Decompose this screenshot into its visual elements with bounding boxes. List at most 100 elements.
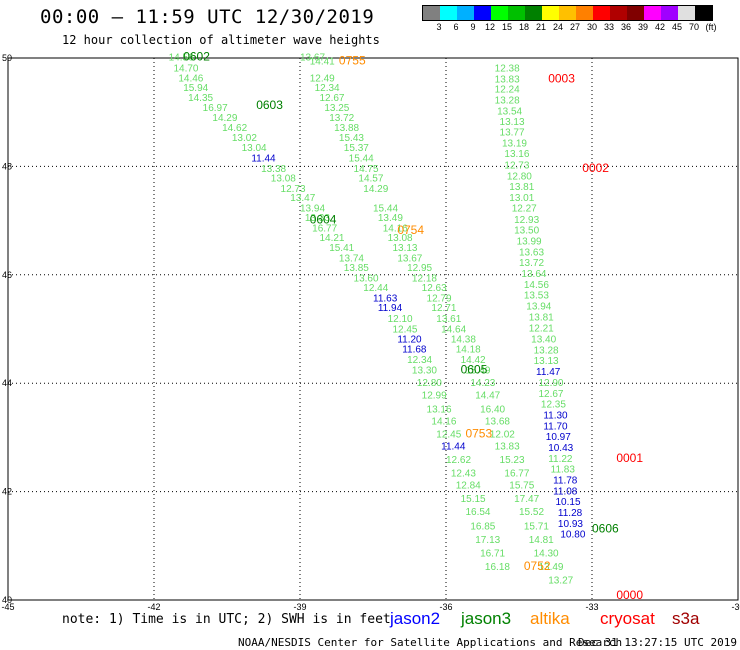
swh-value: 12.84 — [456, 480, 481, 491]
swh-value: 11.63 — [373, 293, 398, 304]
swh-value: 11.30 — [543, 410, 568, 421]
color-swatch — [423, 6, 440, 20]
color-swatch — [593, 6, 610, 20]
swh-value: 15.94 — [183, 83, 208, 94]
swh-value: 12.43 — [451, 468, 476, 479]
swh-value: 10.93 — [558, 519, 583, 530]
swh-value: 16.77 — [504, 468, 529, 479]
swh-value: 11.22 — [548, 454, 573, 465]
swh-value: 12.73 — [504, 161, 529, 172]
pass-time-label: 0605 — [461, 362, 488, 376]
color-swatch — [474, 6, 491, 20]
map-frame — [7, 57, 739, 601]
legend-jason3: jason3 — [461, 609, 512, 628]
swh-value: 12.95 — [407, 263, 432, 274]
swh-value: 13.83 — [495, 74, 520, 85]
swh-value: 12.34 — [315, 83, 340, 94]
swh-value: 15.44 — [373, 203, 398, 214]
swh-value: 16.97 — [203, 103, 228, 114]
swh-value: 14.81 — [529, 535, 554, 546]
swh-value: 13.67 — [397, 253, 422, 264]
swh-value: 13.49 — [538, 562, 563, 573]
swh-value: 14.46 — [178, 73, 203, 84]
swh-value: 11.83 — [551, 465, 576, 476]
swh-value: 12.18 — [412, 273, 437, 284]
swh-value: 14.41 — [310, 57, 335, 68]
swh-value: 12.73 — [281, 184, 306, 195]
swh-value: 12.45 — [436, 429, 461, 440]
swh-value: 13.72 — [519, 258, 544, 269]
swh-value: 12.02 — [490, 429, 515, 440]
legend-cryosat: cryosat — [600, 609, 655, 628]
lat-tick-label: 50 — [2, 53, 12, 63]
swh-value: 13.81 — [529, 312, 554, 323]
lon-tick-label: -33 — [585, 602, 598, 612]
color-swatch — [542, 6, 559, 20]
swh-value: 15.49 — [465, 365, 490, 376]
color-swatch — [525, 6, 542, 20]
color-swatch — [559, 6, 576, 20]
lat-tick-label: 46 — [2, 270, 12, 280]
pass-time-label: 0002 — [582, 161, 609, 175]
lon-tick-label: -30 — [731, 602, 740, 612]
swh-value: 13.28 — [495, 96, 520, 107]
swh-value: 10.43 — [548, 443, 573, 454]
swh-value: 13.33 — [305, 213, 330, 224]
swh-value: 13.49 — [378, 213, 403, 224]
pass-time-label: 0606 — [592, 521, 619, 535]
swh-value: 14.62 — [222, 123, 247, 134]
swh-value: 16.71 — [480, 549, 505, 560]
swh-value: 12.62 — [446, 455, 471, 466]
swh-value: 13.27 — [548, 576, 573, 587]
lon-tick-label: -45 — [1, 602, 14, 612]
color-swatch — [610, 6, 627, 20]
lon-tick-label: -39 — [293, 602, 306, 612]
swh-value: 13.01 — [509, 193, 534, 204]
color-swatch — [678, 6, 695, 20]
swh-value: 12.10 — [388, 314, 413, 325]
swh-value: 14.57 — [358, 174, 383, 185]
legend-altika: altika — [530, 609, 570, 628]
color-scale-label: 70 — [688, 22, 700, 32]
color-swatch — [457, 6, 474, 20]
pass-time-label: 0753 — [465, 426, 492, 440]
swh-value: 13.19 — [502, 138, 527, 149]
swh-value: 13.94 — [300, 203, 325, 214]
swh-value: 13.60 — [354, 273, 379, 284]
swh-value: 14.75 — [354, 164, 379, 175]
color-swatch — [576, 6, 593, 20]
swh-value: 13.53 — [524, 291, 549, 302]
swh-value: 11.44 — [251, 154, 276, 165]
pass-time-label: 0754 — [397, 223, 424, 237]
map-title: 00:00 – 11:59 UTC 12/30/2019 — [40, 6, 375, 28]
swh-value: 12.71 — [431, 303, 456, 314]
color-scale-label: 39 — [637, 22, 649, 32]
swh-value: 15.44 — [349, 154, 374, 165]
swh-value: 15.37 — [344, 143, 369, 154]
pass-time-label: 0604 — [310, 212, 337, 226]
swh-value: 13.40 — [531, 335, 556, 346]
swh-value: 15.15 — [461, 494, 486, 505]
color-scale-label: 3 — [436, 22, 442, 32]
swh-value: 12.44 — [363, 283, 388, 294]
color-scale-label: 33 — [603, 22, 615, 32]
color-scale-label: (ft) — [705, 22, 717, 32]
color-scale-bar — [422, 5, 713, 21]
swh-value: 13.13 — [500, 117, 525, 128]
swh-value: 14.35 — [188, 93, 213, 104]
swh-value: 13.63 — [519, 247, 544, 258]
swh-value: 13.04 — [242, 143, 267, 154]
swh-value: 13.64 — [521, 269, 546, 280]
swh-value: 13.16 — [504, 149, 529, 160]
swh-value: 13.02 — [232, 133, 257, 144]
swh-value: 12.67 — [319, 93, 344, 104]
swh-value: 11.70 — [543, 421, 568, 432]
color-scale-label: 42 — [654, 22, 666, 32]
swh-value: 11.68 — [402, 344, 427, 355]
swh-value: 14.30 — [534, 549, 559, 560]
swh-value: 14.18 — [456, 344, 481, 355]
swh-value: 11.28 — [558, 508, 583, 519]
swh-value: 13.54 — [497, 106, 522, 117]
pass-time-label: 0752 — [524, 559, 551, 573]
color-swatch — [644, 6, 661, 20]
